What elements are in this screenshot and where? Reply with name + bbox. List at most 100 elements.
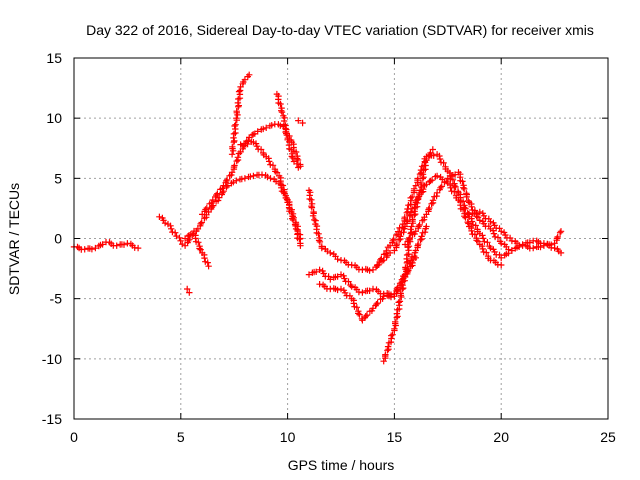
data-point	[428, 176, 436, 184]
x-axis-title: GPS time / hours	[288, 457, 395, 473]
y-tick-label: -5	[50, 291, 63, 307]
data-point	[409, 259, 416, 267]
ticks-layer: 0 5 10 15 20 25 -15 -10 -5 0 5 10 15	[42, 50, 616, 445]
data-point	[484, 239, 491, 246]
data-point	[557, 249, 565, 257]
data-point	[327, 276, 334, 283]
data-point	[459, 178, 466, 185]
data-point	[421, 229, 429, 236]
data-point	[395, 299, 402, 306]
data-point	[429, 146, 436, 153]
data-point	[389, 237, 396, 244]
data-point	[309, 212, 317, 219]
data-point	[423, 223, 430, 230]
data-point	[471, 231, 479, 238]
data-point	[308, 204, 316, 211]
data-point	[553, 235, 561, 242]
data-point	[92, 244, 99, 252]
x-tick-label: 20	[493, 429, 509, 445]
data-point	[398, 279, 406, 286]
data-point	[334, 273, 341, 280]
y-tick-label: -10	[42, 351, 62, 367]
data-point	[228, 169, 236, 176]
data-point	[405, 236, 412, 244]
data-point	[337, 285, 345, 293]
data-point	[472, 222, 479, 229]
data-point	[263, 124, 270, 131]
data-point	[179, 240, 186, 248]
data-point	[468, 227, 475, 235]
data-point	[508, 247, 516, 254]
data-point	[425, 206, 432, 213]
data-point	[223, 183, 230, 191]
data-point	[443, 178, 450, 185]
data-point	[283, 130, 290, 137]
data-point	[231, 122, 238, 130]
chart-title: Day 322 of 2016, Sidereal Day-to-day VTE…	[86, 22, 594, 38]
data-point	[530, 244, 537, 252]
data-point	[168, 225, 175, 232]
data-point	[235, 95, 242, 103]
data-point	[404, 244, 412, 251]
data-point	[267, 175, 274, 182]
series-track-6	[228, 71, 253, 158]
data-point	[498, 261, 505, 269]
data-point	[397, 290, 404, 297]
data-point	[537, 243, 544, 251]
data-point	[451, 182, 458, 190]
data-point	[418, 233, 425, 240]
data-point	[295, 164, 302, 171]
data-point	[498, 254, 505, 261]
data-point	[205, 263, 212, 270]
series-track-9	[295, 117, 306, 127]
data-point	[388, 332, 395, 339]
data-point	[220, 188, 227, 195]
data-point	[476, 217, 483, 224]
data-point	[395, 236, 403, 244]
y-tick-label: -15	[42, 411, 62, 427]
data-point	[490, 230, 498, 237]
x-tick-label: 10	[280, 429, 296, 445]
data-point	[447, 184, 454, 191]
data-point	[400, 229, 407, 236]
data-point	[315, 230, 322, 237]
y-tick-label: 15	[46, 50, 62, 66]
data-point	[410, 185, 418, 192]
data-point	[427, 177, 434, 185]
data-point	[318, 244, 325, 252]
data-point	[233, 108, 240, 115]
data-point	[289, 215, 296, 222]
x-tick-label: 5	[177, 429, 185, 445]
x-tick-label: 15	[387, 429, 403, 445]
series-track-14	[374, 151, 565, 269]
data-point	[487, 244, 494, 252]
data-point	[156, 213, 163, 220]
data-point	[233, 115, 240, 122]
data-point	[355, 310, 362, 317]
y-axis-title: SDTVAR / TECUs	[6, 183, 22, 295]
data-point	[197, 246, 204, 253]
data-point	[260, 125, 267, 133]
data-point	[363, 311, 371, 319]
data-point	[313, 268, 320, 275]
data-point	[254, 128, 261, 135]
data-point	[231, 162, 238, 169]
data-point	[433, 172, 441, 180]
data-point	[436, 155, 444, 163]
data-point	[289, 154, 296, 162]
data-point	[460, 184, 467, 191]
data-point	[412, 254, 419, 261]
data-point	[186, 289, 193, 296]
grid-layer	[74, 58, 608, 419]
data-point	[462, 214, 469, 221]
data-point	[279, 182, 287, 189]
data-point	[412, 182, 419, 189]
data-point	[88, 246, 96, 253]
data-point	[406, 212, 413, 220]
data-point	[444, 175, 451, 182]
data-point	[280, 188, 287, 196]
data-point	[417, 179, 425, 187]
data-point	[214, 190, 221, 197]
data-point	[465, 220, 472, 227]
data-point	[390, 236, 397, 243]
